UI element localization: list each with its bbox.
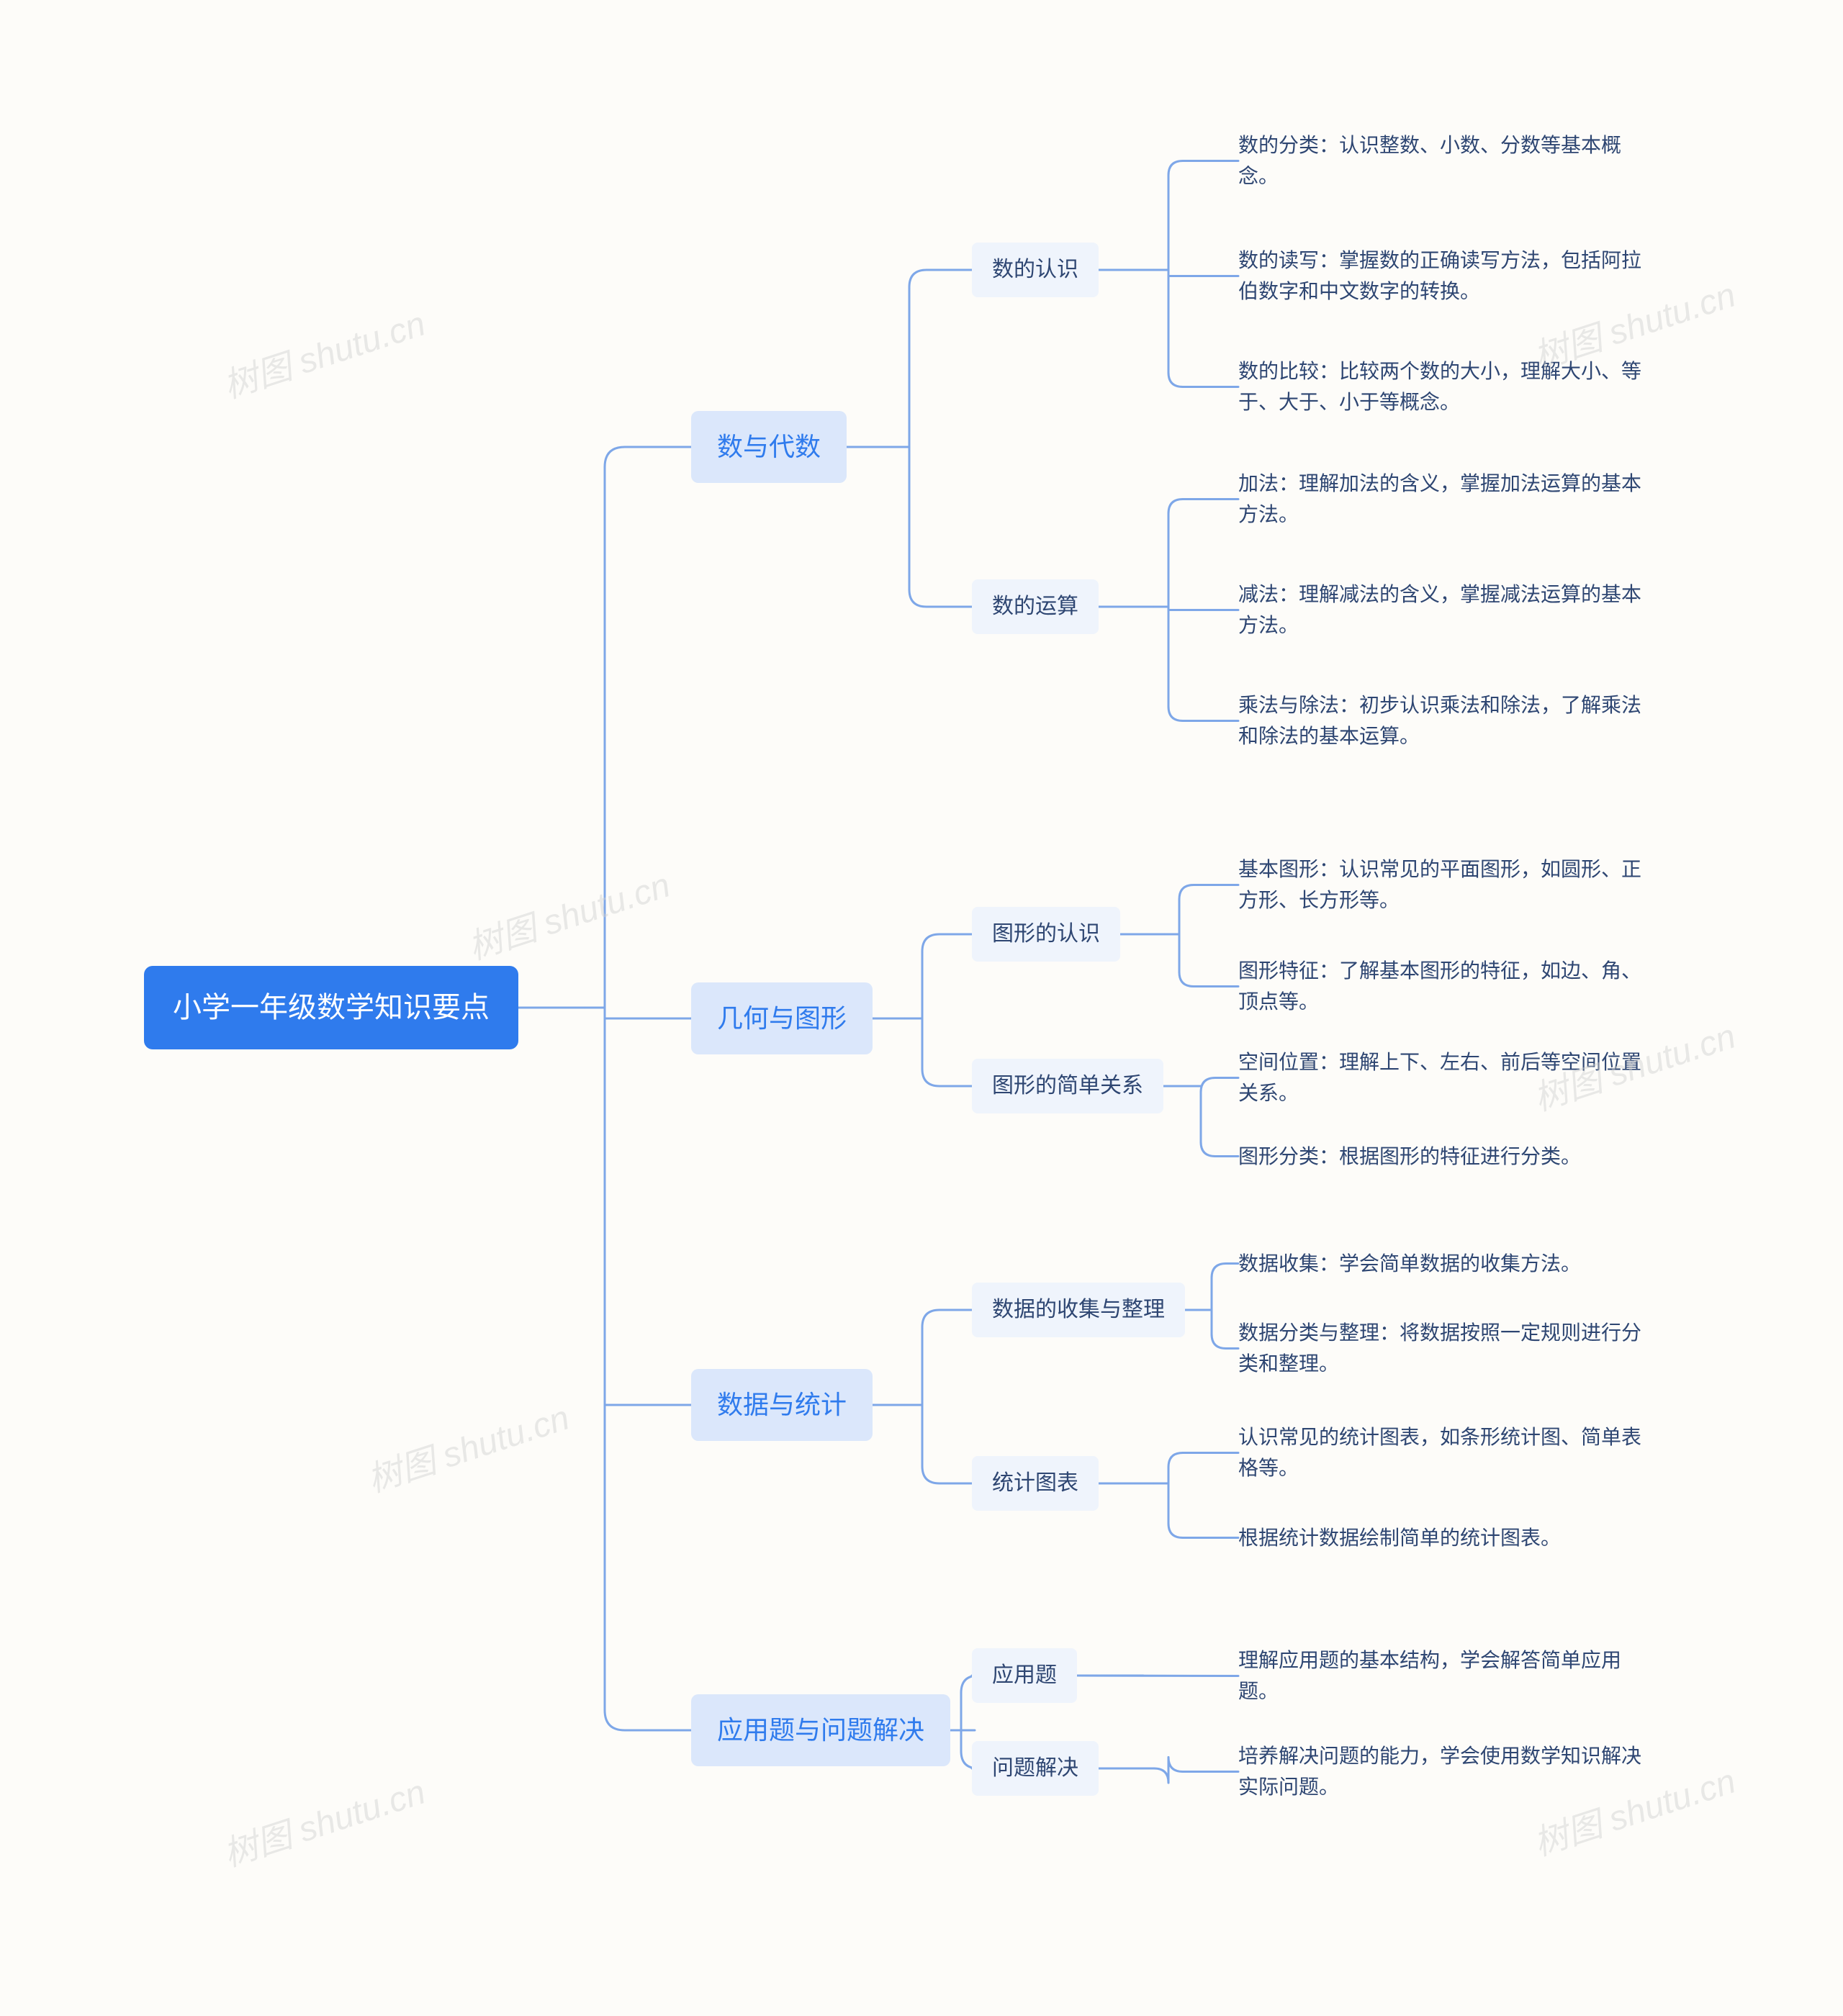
subbranch-a2: 数的运算 [972, 579, 1099, 634]
watermark: 树图 shutu.cn [216, 295, 431, 407]
leaf-a1l3: 数的比较：比较两个数的大小，理解大小、等于、大于、小于等概念。 [1238, 356, 1641, 418]
subbranch-c1: 数据的收集与整理 [972, 1283, 1185, 1337]
leaf-a1l2: 数的读写：掌握数的正确读写方法，包括阿拉伯数字和中文数字的转换。 [1238, 245, 1641, 307]
leaf-b1l1: 基本图形：认识常见的平面图形，如圆形、正方形、长方形等。 [1238, 854, 1641, 916]
leaf-a1l1: 数的分类：认识整数、小数、分数等基本概念。 [1238, 130, 1641, 192]
leaf-b1l2: 图形特征：了解基本图形的特征，如边、角、顶点等。 [1238, 955, 1641, 1018]
leaf-d2l1: 培养解决问题的能力，学会使用数学知识解决实际问题。 [1238, 1740, 1641, 1803]
root-node: 小学一年级数学知识要点 [144, 966, 518, 1049]
watermark: 树图 shutu.cn [461, 856, 675, 969]
subbranch-b1: 图形的认识 [972, 907, 1120, 962]
leaf-b2l2: 图形分类：根据图形的特征进行分类。 [1238, 1141, 1641, 1172]
subbranch-d2: 问题解决 [972, 1741, 1099, 1796]
branch-d: 应用题与问题解决 [691, 1694, 950, 1766]
leaf-c1l2: 数据分类与整理：将数据按照一定规则进行分类和整理。 [1238, 1317, 1641, 1380]
branch-a: 数与代数 [691, 411, 847, 483]
watermark: 树图 shutu.cn [216, 1763, 431, 1876]
leaf-c2l1: 认识常见的统计图表，如条形统计图、简单表格等。 [1238, 1421, 1641, 1484]
mindmap-stage: 小学一年级数学知识要点 数与代数几何与图形数据与统计应用题与问题解决 数的认识数的运… [0, 0, 1843, 2016]
subbranch-c2: 统计图表 [972, 1456, 1099, 1511]
branch-c: 数据与统计 [691, 1369, 873, 1441]
branch-b: 几何与图形 [691, 982, 873, 1054]
leaf-a2l2: 减法：理解减法的含义，掌握减法运算的基本方法。 [1238, 579, 1641, 641]
subbranch-d1: 应用题 [972, 1648, 1077, 1703]
subbranch-b2: 图形的简单关系 [972, 1059, 1163, 1113]
watermark: 树图 shutu.cn [360, 1389, 574, 1501]
leaf-a2l3: 乘法与除法：初步认识乘法和除法，了解乘法和除法的基本运算。 [1238, 690, 1641, 752]
leaf-c1l1: 数据收集：学会简单数据的收集方法。 [1238, 1248, 1641, 1279]
leaf-d1l1: 理解应用题的基本结构，学会解答简单应用题。 [1238, 1645, 1641, 1707]
leaf-b2l1: 空间位置：理解上下、左右、前后等空间位置关系。 [1238, 1047, 1641, 1109]
leaf-c2l2: 根据统计数据绘制简单的统计图表。 [1238, 1522, 1641, 1553]
subbranch-a1: 数的认识 [972, 243, 1099, 297]
leaf-a2l1: 加法：理解加法的含义，掌握加法运算的基本方法。 [1238, 468, 1641, 530]
